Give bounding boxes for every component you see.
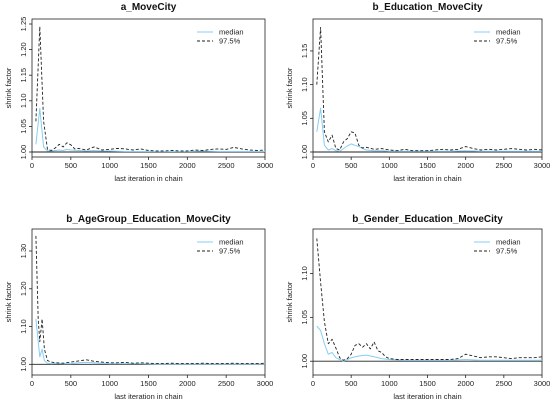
- x-tick-label: 0: [311, 161, 315, 170]
- x-tick-label: 0: [311, 379, 315, 388]
- y-tick-label: 1.15: [300, 44, 309, 59]
- y-tick-label: 1.20: [19, 42, 28, 57]
- x-tick-label: 2000: [457, 379, 474, 388]
- x-tick-label: 3000: [534, 379, 550, 388]
- x-tick-label: 0: [30, 161, 34, 170]
- y-axis-label: shrink factor: [285, 67, 294, 108]
- x-tick-label: 1500: [140, 379, 157, 388]
- chart-panel-2: b_Education_MoveCity 0 500 1000 1500 2000 2500…: [285, 2, 550, 183]
- y-tick-label: 1.00: [19, 145, 28, 160]
- median-line: [316, 107, 542, 152]
- y-tick-label: 1.10: [300, 266, 309, 281]
- x-tick-label: 1000: [101, 161, 118, 170]
- x-tick-label: 3000: [257, 161, 274, 170]
- y-tick-label: 1.10: [19, 93, 28, 108]
- quantile-line: [35, 235, 266, 365]
- y-tick-label: 1.15: [19, 68, 28, 83]
- y-tick-label: 1.30: [19, 244, 28, 259]
- y-tick-label: 1.05: [19, 119, 28, 134]
- legend-label: median: [496, 28, 521, 37]
- y-tick-label: 1.10: [19, 319, 28, 334]
- chart-panel-1: a_MoveCity 0 500 1000 1500 2000 2500 3000 1.00 1.…: [4, 2, 273, 183]
- x-tick-label: 3000: [534, 161, 550, 170]
- legend-label: median: [219, 238, 244, 247]
- x-axis-label: last iteration in chain: [114, 392, 182, 401]
- chart-panel-4: b_Gender_Education_MoveCity 0 500 1000 1500 2…: [285, 214, 550, 401]
- x-tick-label: 1500: [419, 379, 436, 388]
- x-tick-label: 2500: [495, 161, 512, 170]
- y-tick-label: 1.20: [19, 281, 28, 296]
- x-tick-label: 0: [30, 379, 34, 388]
- x-axis-label: last iteration in chain: [393, 392, 461, 401]
- legend-label: 97.5%: [496, 247, 518, 256]
- median-line: [35, 318, 265, 365]
- legend-label: 97.5%: [219, 37, 241, 46]
- x-tick-label: 500: [65, 161, 78, 170]
- chart-title: b_Education_MoveCity: [372, 2, 482, 13]
- x-tick-label: 2500: [218, 161, 235, 170]
- y-tick-label: 1.00: [300, 354, 309, 369]
- y-axis-label: shrink factor: [285, 281, 294, 322]
- quantile-line: [35, 26, 266, 152]
- y-tick-label: 1.05: [300, 111, 309, 126]
- y-axis-label: shrink factor: [4, 281, 13, 322]
- chart-title: b_Gender_Education_MoveCity: [352, 214, 503, 225]
- quantile-line: [316, 238, 543, 361]
- legend-label: median: [496, 238, 521, 247]
- legend-label: median: [219, 28, 244, 37]
- legend-label: 97.5%: [496, 37, 518, 46]
- y-tick-label: 1.05: [300, 310, 309, 325]
- y-axis-label: shrink factor: [4, 67, 13, 108]
- y-tick-label: 1.00: [300, 145, 309, 160]
- median-line: [316, 325, 542, 362]
- x-tick-label: 1000: [101, 379, 118, 388]
- x-tick-label: 500: [65, 379, 78, 388]
- chart-title: a_MoveCity: [121, 2, 177, 13]
- x-tick-label: 2000: [179, 379, 196, 388]
- x-tick-label: 1500: [419, 161, 436, 170]
- legend-label: 97.5%: [219, 247, 241, 256]
- x-tick-label: 500: [345, 379, 358, 388]
- x-tick-label: 1000: [381, 379, 398, 388]
- y-tick-label: 1.10: [300, 77, 309, 92]
- x-tick-label: 1000: [381, 161, 398, 170]
- x-tick-label: 2000: [179, 161, 196, 170]
- y-tick-label: 1.00: [19, 357, 28, 372]
- x-tick-label: 1500: [140, 161, 157, 170]
- quantile-line: [316, 26, 543, 152]
- x-tick-label: 500: [345, 161, 358, 170]
- x-tick-label: 2500: [218, 379, 235, 388]
- chart-panel-3: b_AgeGroup_Education_MoveCity 0 500 1000 150…: [4, 214, 273, 401]
- x-tick-label: 2000: [457, 161, 474, 170]
- chart-title: b_AgeGroup_Education_MoveCity: [66, 214, 231, 225]
- x-axis-label: last iteration in chain: [114, 174, 182, 183]
- x-axis-label: last iteration in chain: [393, 174, 461, 183]
- x-tick-label: 3000: [257, 379, 274, 388]
- x-tick-label: 2500: [495, 379, 512, 388]
- median-line: [35, 108, 265, 152]
- y-tick-label: 1.25: [19, 17, 28, 32]
